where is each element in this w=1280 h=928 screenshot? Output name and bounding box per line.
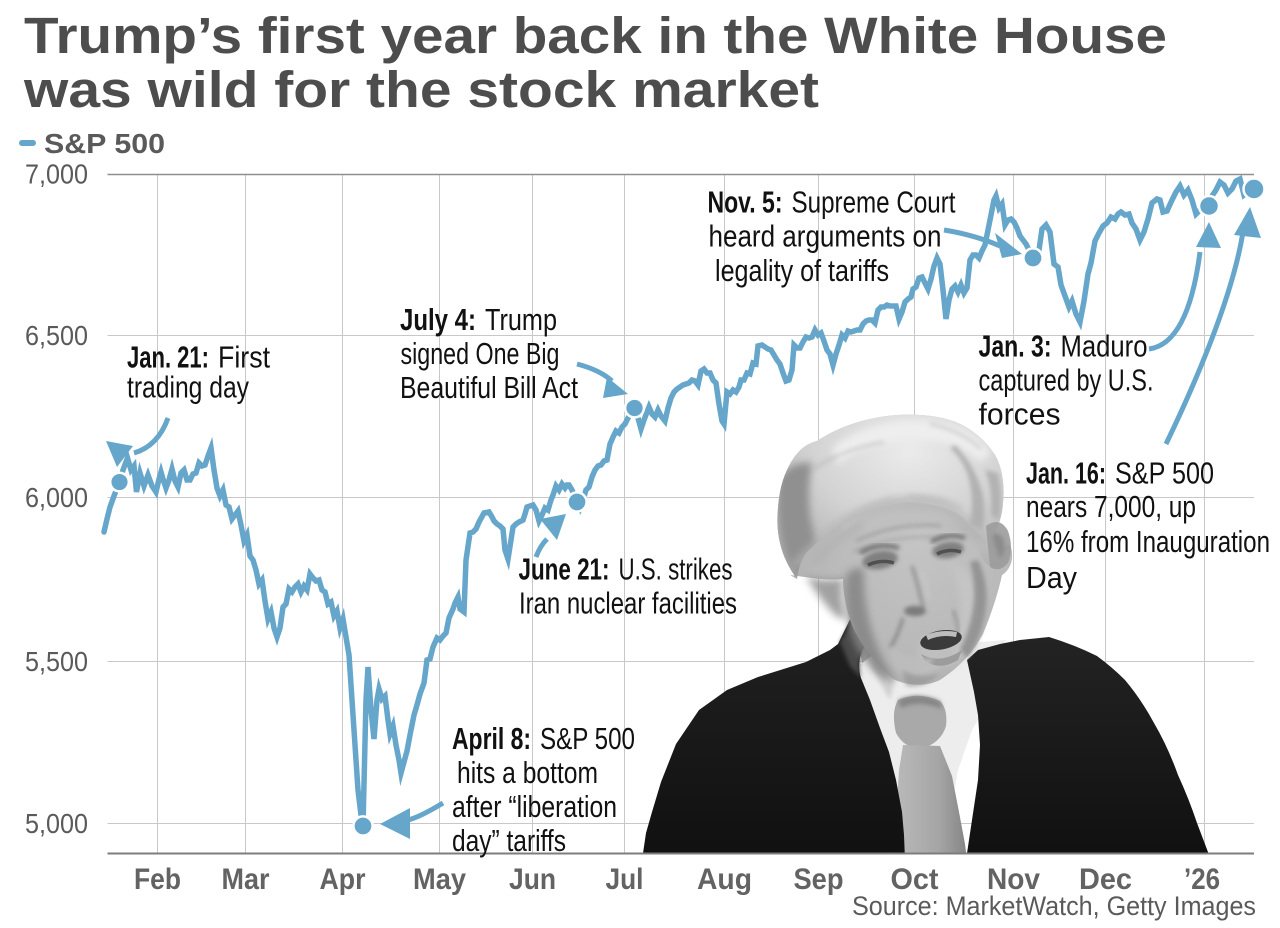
svg-text:’26: ’26 [1184,863,1220,896]
svg-text:16% from Inauguration: 16% from Inauguration [1026,524,1270,559]
svg-text:trading day: trading day [127,370,249,405]
svg-text:6,500: 6,500 [25,320,88,351]
svg-text:Supreme Court: Supreme Court [792,185,956,220]
svg-text:S&P 500: S&P 500 [1115,456,1214,491]
svg-text:nears 7,000, up: nears 7,000, up [1026,489,1196,524]
svg-text:Feb: Feb [134,863,181,896]
svg-text:Apr: Apr [320,863,366,896]
svg-text:Source: MarketWatch, Getty Ima: Source: MarketWatch, Getty Images [852,891,1256,921]
svg-text:Trump: Trump [485,302,557,337]
svg-text:legality of tariffs: legality of tariffs [715,253,889,288]
svg-text:was wild for the stock market: was wild for the stock market [23,61,819,118]
svg-text:Jan. 3:: Jan. 3: [979,329,1052,364]
svg-text:Jul: Jul [606,863,644,896]
svg-text:signed One Big: signed One Big [401,336,560,371]
svg-text:6,000: 6,000 [25,482,88,513]
svg-text:Sep: Sep [794,863,844,896]
svg-text:5,000: 5,000 [25,808,88,839]
svg-text:hits a bottom: hits a bottom [457,755,598,790]
svg-text:Jan. 16:: Jan. 16: [1026,456,1106,491]
svg-text:July 4:: July 4: [400,302,476,337]
svg-text:May: May [413,863,466,896]
svg-text:forces: forces [979,397,1061,432]
svg-text:Day: Day [1026,560,1077,595]
svg-text:First: First [218,340,270,375]
svg-text:Beautiful Bill Act: Beautiful Bill Act [400,370,578,405]
svg-text:Nov: Nov [987,863,1040,896]
svg-text:heard arguments on: heard arguments on [709,219,942,254]
svg-text:after “liberation: after “liberation [452,789,617,824]
svg-text:Dec: Dec [1079,863,1132,896]
svg-text:Nov. 5:: Nov. 5: [708,185,783,220]
svg-text:7,000: 7,000 [25,159,88,190]
svg-text:Iran nuclear facilities: Iran nuclear facilities [519,586,737,621]
svg-text:Mar: Mar [222,863,270,896]
svg-text:S&P 500: S&P 500 [540,721,635,756]
svg-text:U.S. strikes: U.S. strikes [619,552,733,587]
svg-text:5,500: 5,500 [25,646,88,677]
svg-text:June 21:: June 21: [519,552,610,587]
svg-text:Maduro: Maduro [1061,329,1148,364]
svg-text:captured by U.S.: captured by U.S. [979,363,1154,398]
svg-text:day” tariffs: day” tariffs [452,823,566,858]
svg-text:Oct: Oct [891,863,939,896]
svg-text:Jun: Jun [509,863,556,896]
svg-text:Aug: Aug [697,863,752,896]
svg-text:Trump’s first year back in the: Trump’s first year back in the White Hou… [24,7,1167,64]
svg-text:Jan. 21:: Jan. 21: [127,340,209,375]
svg-text:April 8:: April 8: [452,721,531,756]
svg-text:S&P 500: S&P 500 [44,128,165,159]
